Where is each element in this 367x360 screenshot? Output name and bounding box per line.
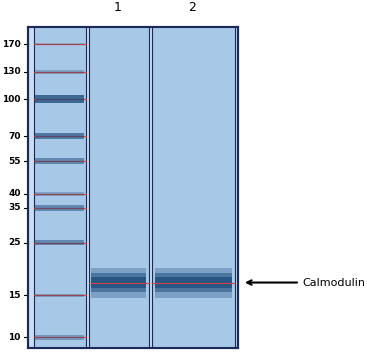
Bar bbox=[35, 336, 84, 339]
Text: Calmodulin: Calmodulin bbox=[247, 278, 366, 288]
Bar bbox=[28, 27, 238, 348]
Bar bbox=[155, 273, 232, 292]
Text: 130: 130 bbox=[2, 67, 21, 76]
Text: 10: 10 bbox=[8, 333, 21, 342]
Bar bbox=[91, 273, 146, 292]
Text: 40: 40 bbox=[8, 189, 21, 198]
Text: 170: 170 bbox=[2, 40, 21, 49]
Bar bbox=[152, 27, 235, 348]
Bar bbox=[155, 277, 232, 288]
Bar bbox=[35, 240, 84, 246]
Text: 35: 35 bbox=[8, 203, 21, 212]
Bar bbox=[35, 192, 84, 195]
Text: 1: 1 bbox=[114, 1, 122, 14]
Text: 2: 2 bbox=[188, 1, 196, 14]
Text: 100: 100 bbox=[2, 95, 21, 104]
Bar bbox=[35, 132, 84, 139]
Text: 55: 55 bbox=[8, 157, 21, 166]
Bar bbox=[88, 27, 149, 348]
Text: 25: 25 bbox=[8, 238, 21, 247]
Bar bbox=[155, 267, 232, 298]
Bar bbox=[35, 158, 84, 164]
Bar bbox=[35, 70, 84, 74]
Text: 15: 15 bbox=[8, 291, 21, 300]
Bar bbox=[91, 267, 146, 298]
Bar bbox=[34, 27, 86, 348]
Bar bbox=[35, 205, 84, 211]
Bar bbox=[35, 294, 84, 297]
Bar bbox=[91, 277, 146, 288]
Text: 70: 70 bbox=[8, 131, 21, 140]
Bar bbox=[35, 95, 84, 103]
Bar bbox=[35, 43, 84, 45]
